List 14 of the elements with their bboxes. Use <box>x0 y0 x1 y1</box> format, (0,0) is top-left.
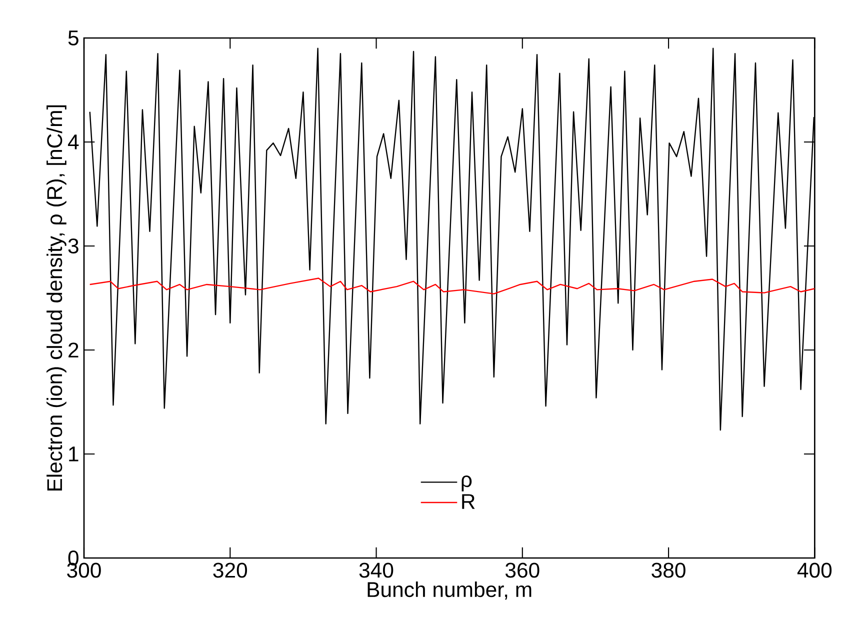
y-tick-label: 4 <box>68 134 79 150</box>
x-tick-label: 340 <box>359 562 394 578</box>
x-tick-label: 360 <box>505 562 540 578</box>
x-axis-title: Bunch number, m <box>368 582 532 600</box>
y-tick-label: 3 <box>68 238 78 254</box>
legend-label: ρ <box>462 475 472 492</box>
y-tick-label: 2 <box>68 342 78 358</box>
y-axis-title: Electron (ion) cloud density, ρ (R), [nC/m] <box>46 105 66 490</box>
legend-label: R <box>462 494 475 509</box>
y-tick-label: 1 <box>69 446 78 462</box>
x-tick-label: 380 <box>652 562 686 578</box>
x-tick-label: 320 <box>213 562 248 578</box>
y-tick-label: 5 <box>68 30 78 46</box>
x-tick-label: 400 <box>797 562 832 578</box>
